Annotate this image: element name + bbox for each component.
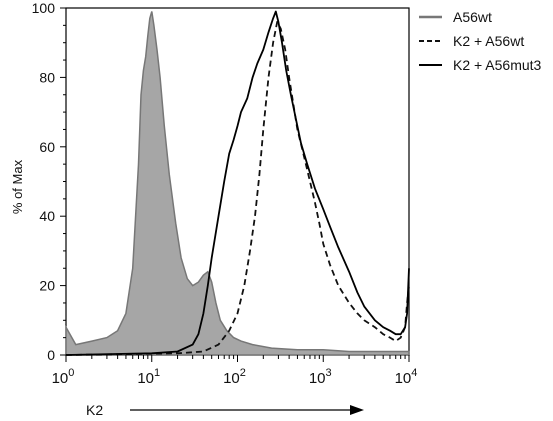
y-tick-label: 20 bbox=[39, 278, 55, 294]
legend-label: K2 + A56mut3 bbox=[453, 57, 542, 73]
x-tick-base: 10 bbox=[223, 370, 240, 387]
x-axis: 100 101 102 103 104 bbox=[52, 355, 418, 387]
x-tick-exponent: 4 bbox=[411, 367, 417, 379]
x-tick-label: 102 bbox=[223, 367, 246, 387]
x-tick-exponent: 2 bbox=[240, 367, 246, 379]
x-axis-arrow bbox=[130, 405, 364, 415]
legend-item: A56wt bbox=[419, 9, 492, 25]
series-2-curve bbox=[65, 21, 410, 356]
x-axis-label: K2 bbox=[86, 402, 103, 418]
x-tick-label: 100 bbox=[52, 367, 75, 387]
y-tick-label: 80 bbox=[39, 69, 55, 85]
y-axis: 0 20 40 60 80 100 bbox=[32, 0, 66, 363]
x-tick-label: 101 bbox=[137, 367, 160, 387]
series-layer bbox=[65, 10, 410, 356]
y-tick-label: 100 bbox=[32, 0, 56, 16]
series-3-curve bbox=[65, 10, 410, 356]
x-tick-base: 10 bbox=[309, 370, 326, 387]
x-tick-label: 104 bbox=[395, 367, 418, 387]
legend-label: A56wt bbox=[453, 9, 492, 25]
x-tick-exponent: 0 bbox=[68, 367, 74, 379]
plot-area bbox=[65, 7, 410, 356]
x-tick-base: 10 bbox=[137, 370, 154, 387]
x-tick-label: 103 bbox=[309, 367, 332, 387]
legend-item: K2 + A56wt bbox=[419, 33, 524, 49]
series-1-curve bbox=[65, 11, 410, 356]
legend: A56wt K2 + A56wt K2 + A56mut3 bbox=[419, 9, 542, 73]
x-tick-base: 10 bbox=[52, 370, 69, 387]
legend-item: K2 + A56mut3 bbox=[419, 57, 542, 73]
x-tick-base: 10 bbox=[395, 370, 412, 387]
y-axis-label: % of Max bbox=[10, 159, 25, 214]
y-tick-label: 60 bbox=[39, 139, 55, 155]
y-tick-label: 40 bbox=[39, 208, 55, 224]
x-tick-exponent: 3 bbox=[326, 367, 332, 379]
legend-label: K2 + A56wt bbox=[453, 33, 524, 49]
y-tick-label: 0 bbox=[47, 347, 55, 363]
plot-frame bbox=[65, 7, 410, 356]
x-tick-exponent: 1 bbox=[154, 367, 160, 379]
